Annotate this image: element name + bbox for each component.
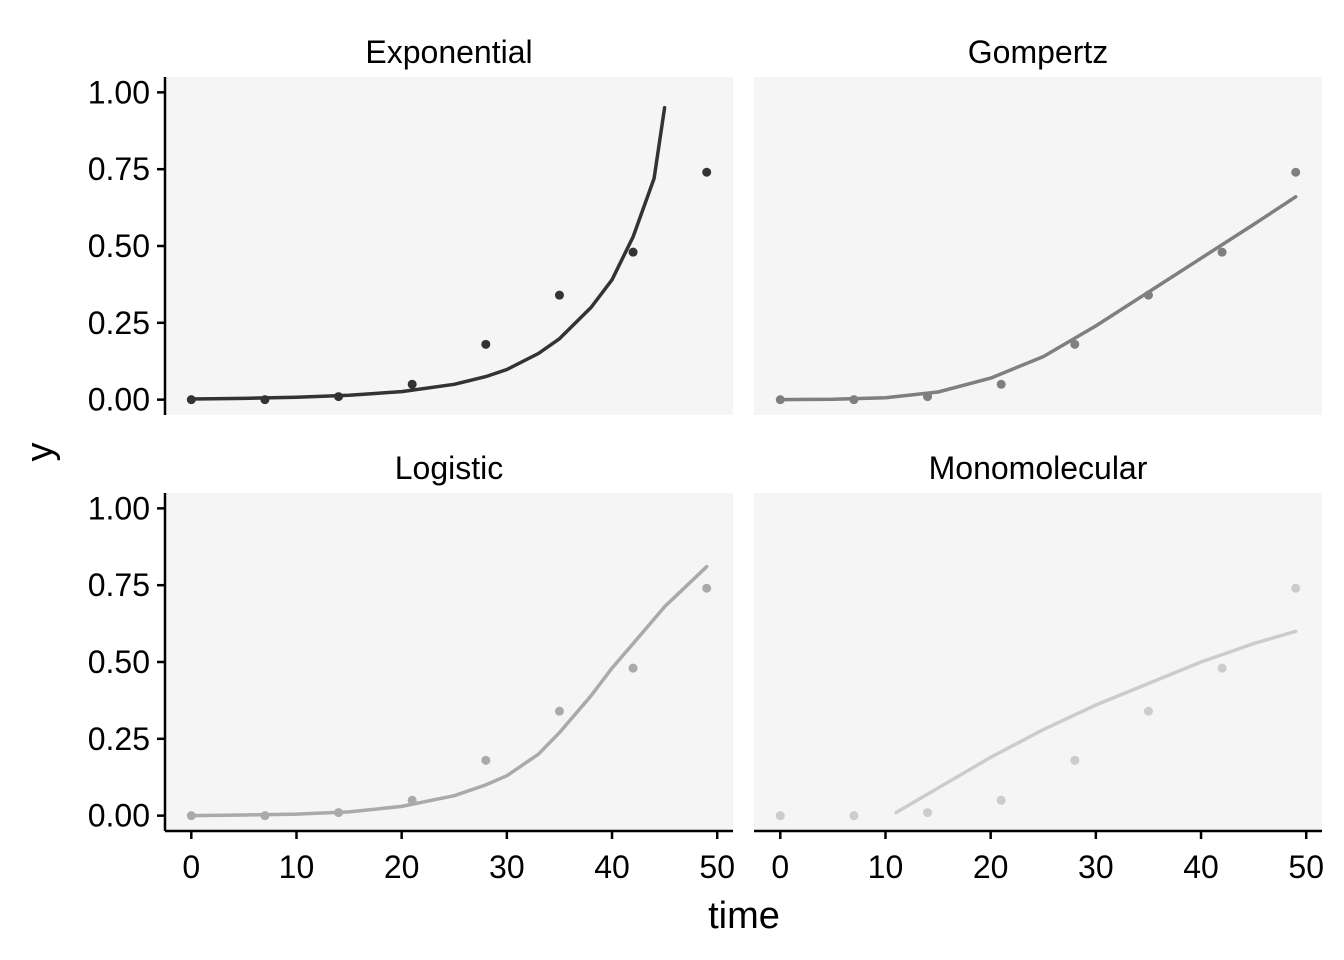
data-point xyxy=(702,167,712,177)
x-tick-label: 30 xyxy=(1078,849,1114,885)
data-point xyxy=(702,583,712,593)
x-tick-label: 0 xyxy=(771,849,789,885)
fit-line-logistic xyxy=(189,564,709,818)
y-tick-label: 0.75 xyxy=(88,567,150,603)
data-point xyxy=(923,392,933,402)
data-point xyxy=(1070,339,1080,349)
panel-logistic: Logistic 0.00 0.25 0.50 0.75 1.00 0 10 20 30 40 50 xyxy=(88,450,735,885)
y-tick-label: 0.50 xyxy=(88,644,150,680)
data-point xyxy=(1143,290,1153,300)
panel-gompertz: Gompertz xyxy=(754,34,1322,415)
x-tick-label: 10 xyxy=(868,849,904,885)
y-tick-label: 0.00 xyxy=(88,382,150,418)
data-point xyxy=(260,395,270,405)
panel-background xyxy=(754,493,1322,831)
data-point xyxy=(554,290,564,300)
data-point xyxy=(407,379,417,389)
data-point xyxy=(1291,167,1301,177)
data-point xyxy=(628,663,638,673)
panel-background xyxy=(165,493,733,831)
y-tick-label: 1.00 xyxy=(88,490,150,526)
y-tick-label: 0.00 xyxy=(88,798,150,834)
data-point xyxy=(996,795,1006,805)
data-point xyxy=(1143,706,1153,716)
data-point xyxy=(1070,755,1080,765)
panel-background xyxy=(165,77,733,415)
data-point xyxy=(334,392,344,402)
y-tick-label: 0.25 xyxy=(88,721,150,757)
y-tick-label: 0.50 xyxy=(88,228,150,264)
data-point xyxy=(849,395,859,405)
x-tick-label: 50 xyxy=(699,849,735,885)
y-tick-label: 1.00 xyxy=(88,74,150,110)
x-tick-label: 0 xyxy=(182,849,200,885)
y-axis-title: y xyxy=(19,443,61,462)
data-point xyxy=(628,247,638,257)
data-point xyxy=(186,395,196,405)
x-tick-label: 50 xyxy=(1288,849,1324,885)
data-point xyxy=(186,811,196,821)
data-point xyxy=(923,808,933,818)
panels: Exponential 0.00 0.25 0.50 0.75 1.00 Gompertz L… xyxy=(88,34,1324,885)
panel-title-logistic: Logistic xyxy=(395,450,504,486)
panel-title-gompertz: Gompertz xyxy=(968,34,1108,70)
fit-line-exponential xyxy=(189,105,667,401)
panel-monomolecular: Monomolecular 0 10 20 30 40 50 xyxy=(754,450,1324,885)
panel-title-exponential: Exponential xyxy=(365,34,532,70)
x-tick-label: 20 xyxy=(973,849,1009,885)
data-point xyxy=(849,811,859,821)
x-tick-label: 40 xyxy=(594,849,630,885)
data-point xyxy=(334,808,344,818)
data-point xyxy=(554,706,564,716)
data-point xyxy=(407,795,417,805)
data-point xyxy=(775,811,785,821)
y-tick-label: 0.75 xyxy=(88,151,150,187)
x-tick-label: 40 xyxy=(1183,849,1219,885)
data-point xyxy=(996,379,1006,389)
panel-exponential: Exponential 0.00 0.25 0.50 0.75 1.00 xyxy=(88,34,733,418)
data-point xyxy=(1217,663,1227,673)
fit-line-monomolecular xyxy=(894,629,1298,815)
data-point xyxy=(775,395,785,405)
y-tick-label: 0.25 xyxy=(88,305,150,341)
x-tick-label: 10 xyxy=(279,849,315,885)
panel-background xyxy=(754,77,1322,415)
data-point xyxy=(260,811,270,821)
data-point xyxy=(481,339,491,349)
panel-title-monomolecular: Monomolecular xyxy=(929,450,1148,486)
x-tick-label: 30 xyxy=(489,849,525,885)
data-point xyxy=(1217,247,1227,257)
data-point xyxy=(1291,583,1301,593)
x-axis-title: time xyxy=(708,895,780,937)
data-point xyxy=(481,755,491,765)
x-tick-label: 20 xyxy=(384,849,420,885)
fit-line-gompertz xyxy=(778,195,1298,402)
